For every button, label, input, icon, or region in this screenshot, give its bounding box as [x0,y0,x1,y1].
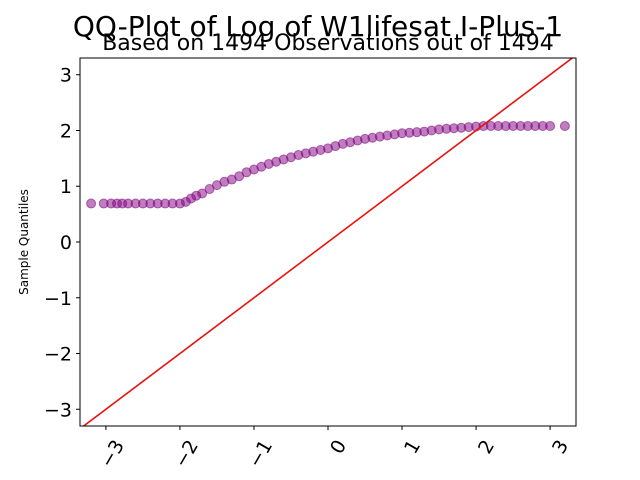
x-tick-label: 3 [548,436,573,457]
scatter-points [86,121,570,209]
chart-title: QQ-Plot of Log of W1lifesat I-Plus-1 [73,10,563,43]
x-axis-ticks: −3 −2 −1 0 1 2 3 [96,426,573,472]
x-tick-label: 2 [474,436,499,457]
y-tick-label: −3 [44,399,72,421]
x-tick-label: −2 [170,436,203,471]
chart-subtitle: Based on 1494 Observations out of 1494 [102,31,554,56]
reference-line [82,58,574,426]
y-tick-label: 3 [60,65,72,87]
y-tick-label: 2 [60,120,72,142]
y-tick-label: 0 [60,232,72,254]
x-tick-label: −3 [96,436,129,471]
y-tick-label: −2 [44,344,72,366]
data-point [559,121,570,132]
y-tick-label: −1 [44,288,72,310]
data-point [545,121,556,132]
y-axis-label: Sample Quantiles [17,189,31,295]
data-point [197,188,208,199]
x-tick-label: 1 [400,436,425,457]
data-point [86,198,97,209]
x-tick-label: 0 [326,436,351,457]
y-axis-ticks: −3 −2 −1 0 1 2 3 [44,65,80,421]
x-tick-label: −1 [244,436,277,471]
y-tick-label: 1 [60,176,72,198]
